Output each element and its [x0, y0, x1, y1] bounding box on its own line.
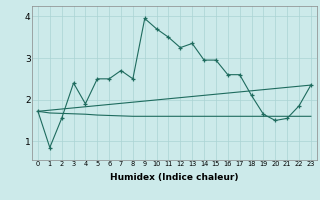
X-axis label: Humidex (Indice chaleur): Humidex (Indice chaleur) — [110, 173, 239, 182]
